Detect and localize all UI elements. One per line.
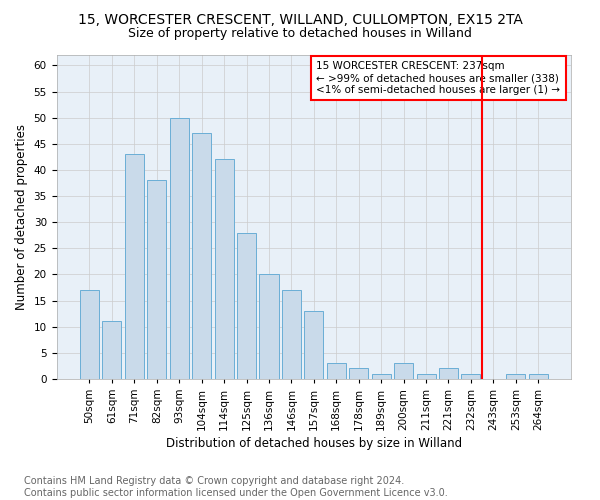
Bar: [192, 134, 211, 379]
Bar: [371, 374, 391, 379]
X-axis label: Distribution of detached houses by size in Willand: Distribution of detached houses by size …: [166, 437, 462, 450]
Bar: [416, 374, 436, 379]
Bar: [237, 232, 256, 379]
Text: 15 WORCESTER CRESCENT: 237sqm
← >99% of detached houses are smaller (338)
<1% of: 15 WORCESTER CRESCENT: 237sqm ← >99% of …: [316, 62, 560, 94]
Bar: [215, 160, 233, 379]
Bar: [170, 118, 189, 379]
Text: Contains HM Land Registry data © Crown copyright and database right 2024.
Contai: Contains HM Land Registry data © Crown c…: [24, 476, 448, 498]
Y-axis label: Number of detached properties: Number of detached properties: [15, 124, 28, 310]
Bar: [147, 180, 166, 379]
Bar: [282, 290, 301, 379]
Bar: [304, 311, 323, 379]
Bar: [461, 374, 481, 379]
Bar: [80, 290, 99, 379]
Bar: [529, 374, 548, 379]
Text: 15, WORCESTER CRESCENT, WILLAND, CULLOMPTON, EX15 2TA: 15, WORCESTER CRESCENT, WILLAND, CULLOMP…: [77, 12, 523, 26]
Bar: [506, 374, 526, 379]
Bar: [125, 154, 144, 379]
Bar: [327, 363, 346, 379]
Bar: [349, 368, 368, 379]
Bar: [259, 274, 278, 379]
Bar: [103, 322, 121, 379]
Bar: [394, 363, 413, 379]
Text: Size of property relative to detached houses in Willand: Size of property relative to detached ho…: [128, 28, 472, 40]
Bar: [439, 368, 458, 379]
